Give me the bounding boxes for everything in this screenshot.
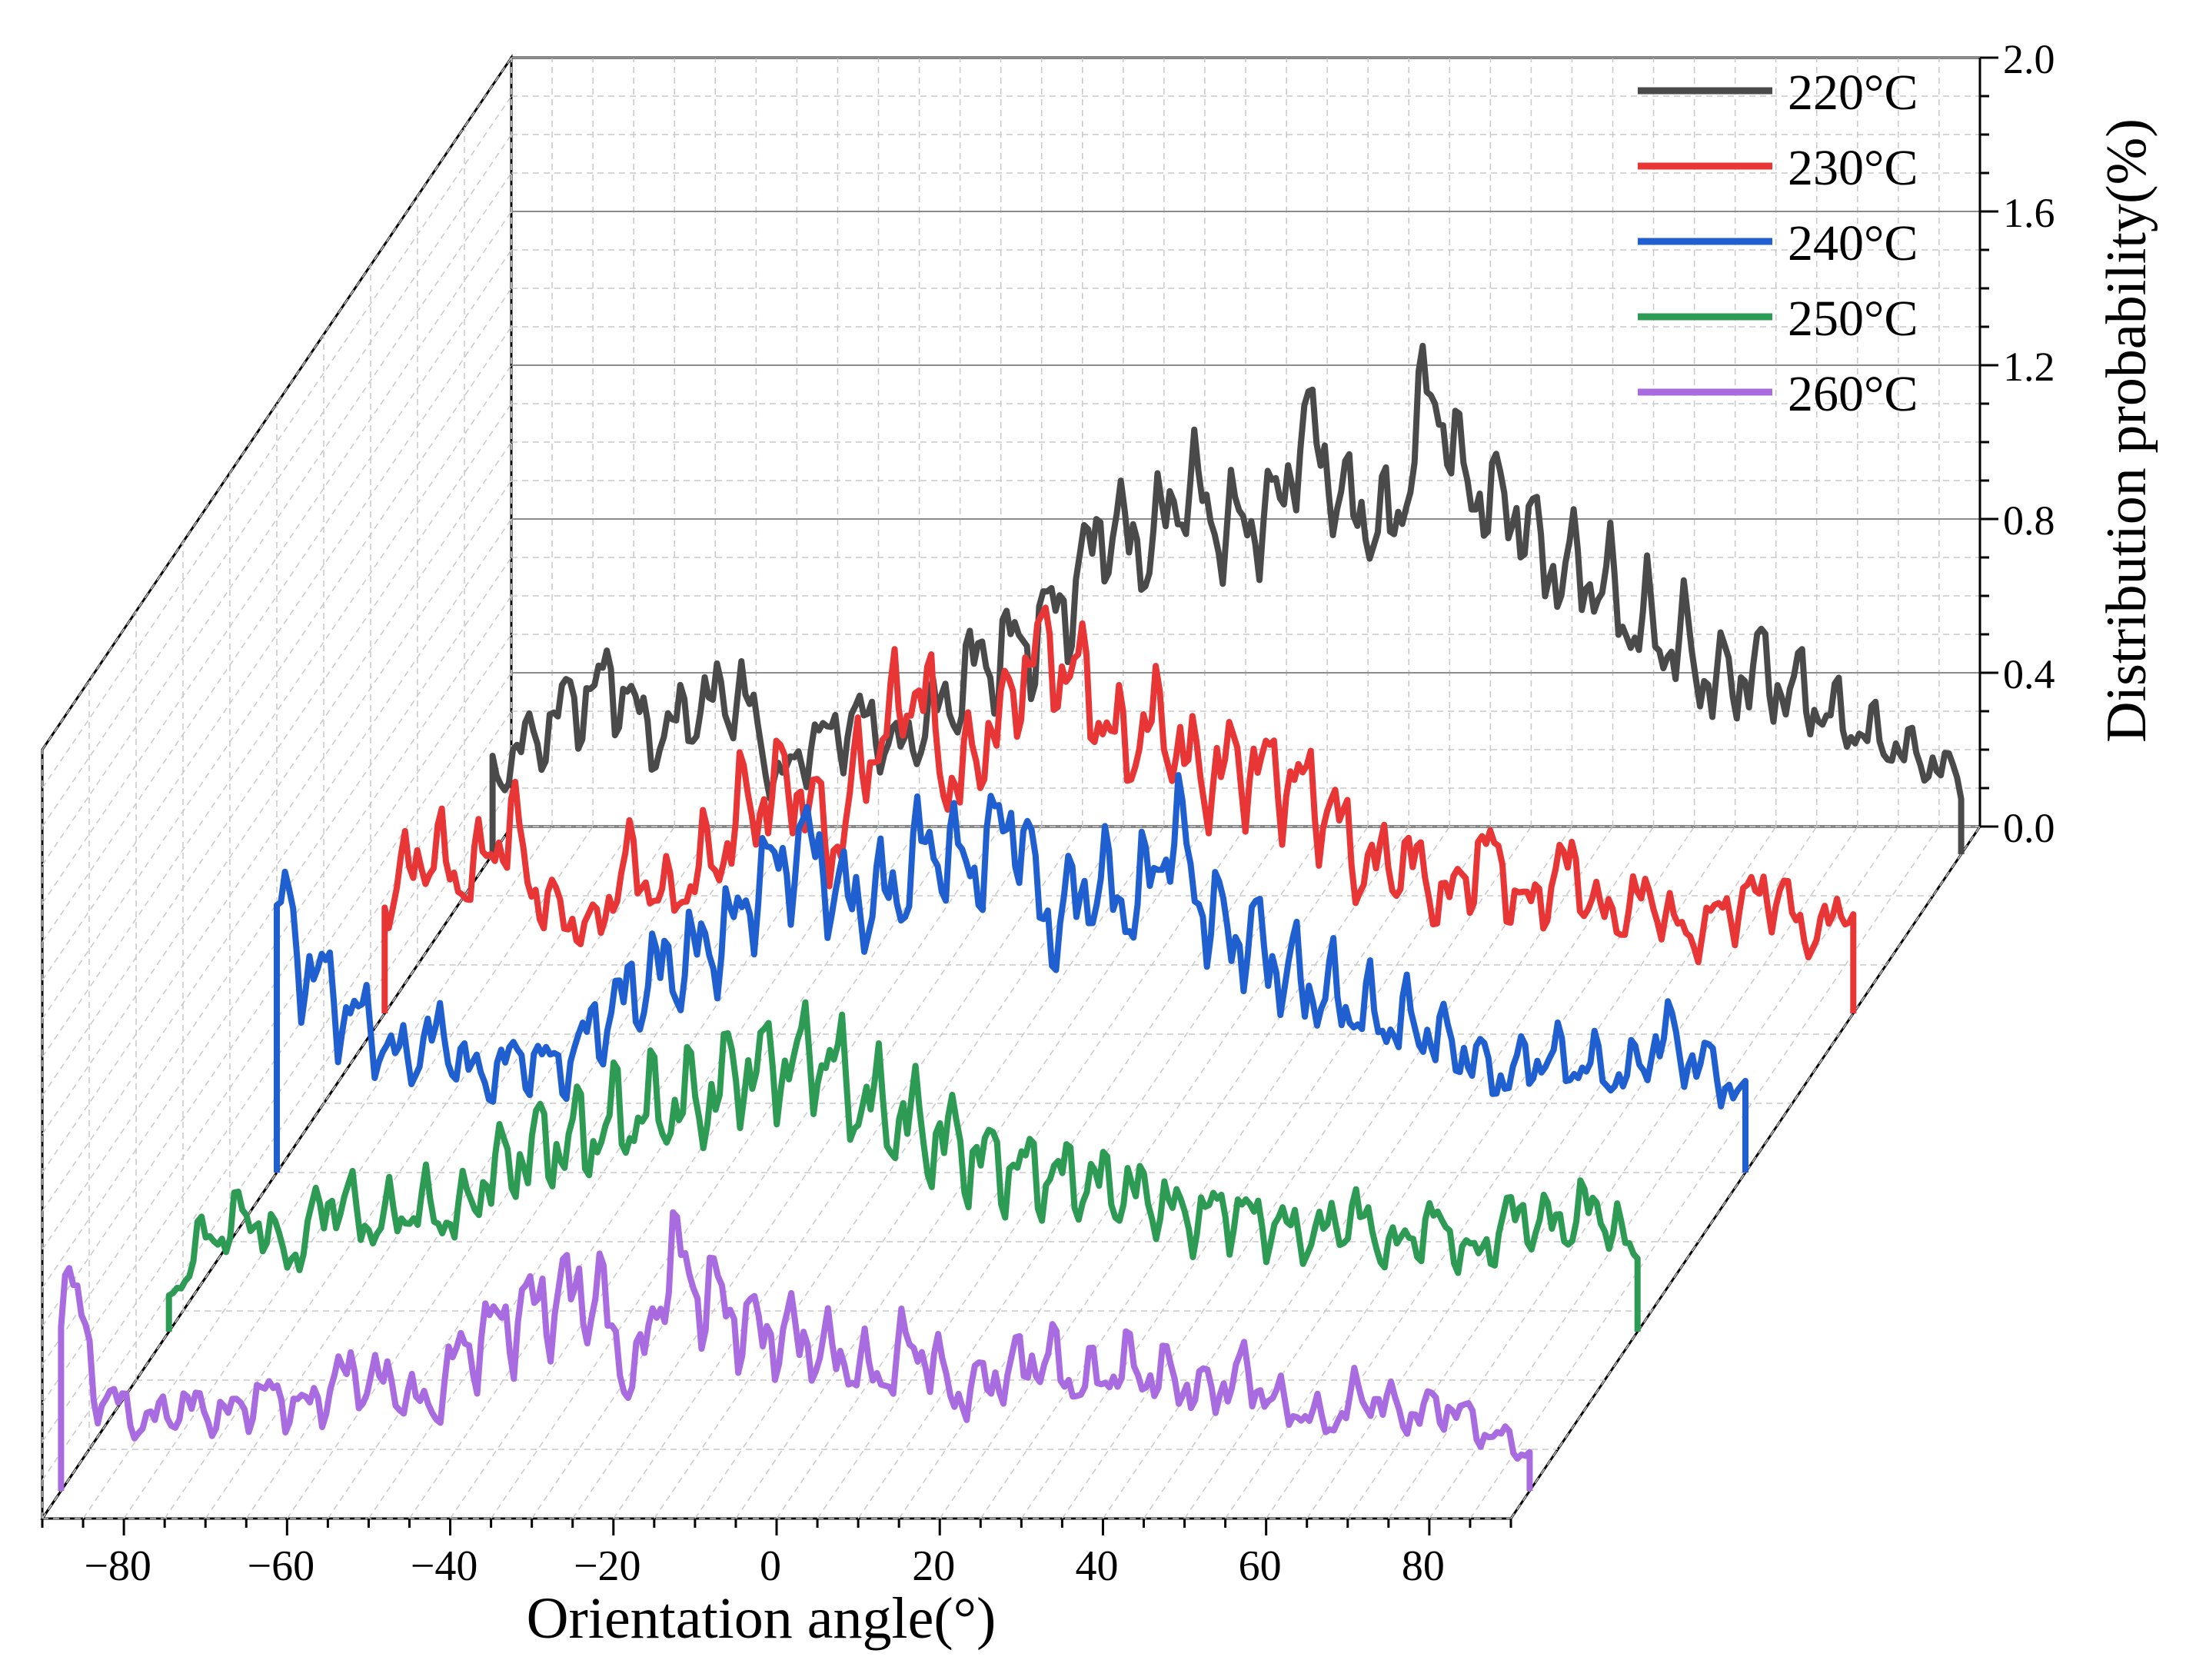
x-tick-label: 80 [1402, 1542, 1445, 1590]
x-tick-label: −80 [84, 1542, 151, 1590]
z-tick-label: 1.6 [2003, 190, 2055, 236]
legend: 220°C 230°C 240°C 250°C 260°C [1638, 65, 1918, 422]
series-line [58, 1209, 1533, 1491]
series-line [381, 604, 1857, 1013]
z-tick-label: 0.4 [2003, 651, 2055, 697]
legend-label: 220°C [1788, 65, 1918, 121]
series-layer [58, 342, 1965, 1491]
legend-label: 240°C [1788, 215, 1918, 271]
x-tick-label: 40 [1075, 1542, 1118, 1590]
x-tick-label: 60 [1239, 1542, 1282, 1590]
x-tick-label: −40 [411, 1542, 478, 1590]
series-line [489, 342, 1965, 854]
z-tick-label: 2.0 [2003, 36, 2055, 82]
axes: −80 −60 −40 −20 0 20 40 60 80 0.0 0.4 0.8 1.2 1.6 2.0 [41, 36, 2055, 1590]
x-tick-label: 0 [760, 1542, 781, 1590]
x-axis-label: Orientation angle(°) [527, 1586, 997, 1651]
legend-label: 230°C [1788, 140, 1918, 196]
x-tick-label: −20 [574, 1542, 641, 1590]
series-line [274, 772, 1748, 1173]
x-tick-label: −60 [248, 1542, 315, 1590]
z-tick-label: 0.8 [2003, 497, 2055, 544]
legend-label: 250°C [1788, 291, 1918, 347]
z-tick-label: 1.2 [2003, 344, 2055, 390]
x-tick-label: 20 [912, 1542, 955, 1590]
legend-label: 260°C [1788, 366, 1918, 422]
z-axis-label: Distribution probability(%) [2095, 118, 2158, 743]
z-tick-label: 0.0 [2003, 805, 2055, 851]
grid-lines [42, 57, 1981, 1519]
series-line [165, 999, 1641, 1332]
